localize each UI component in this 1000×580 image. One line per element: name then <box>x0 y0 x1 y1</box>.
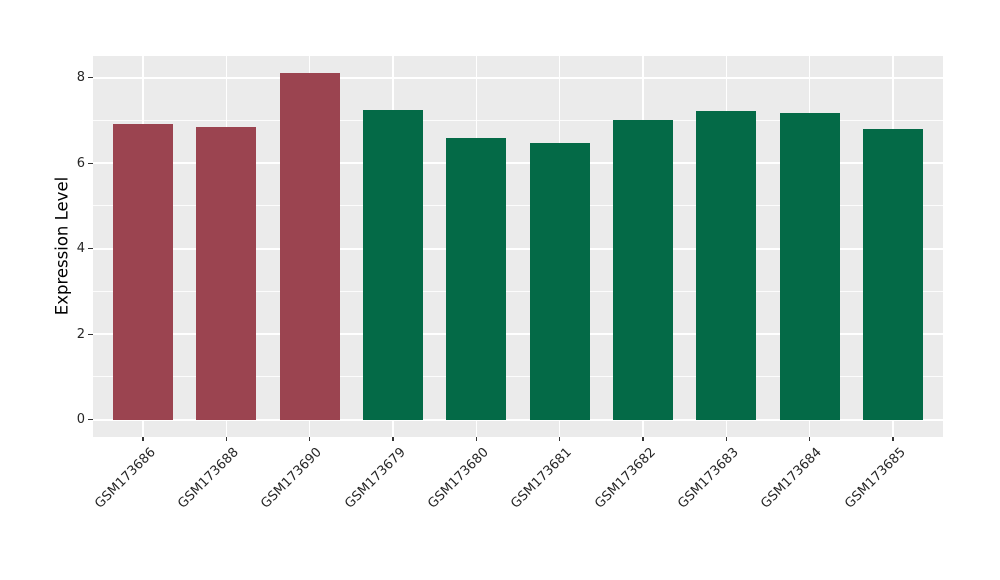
y-tick-mark-2 <box>88 333 93 335</box>
x-tick-mark-GSM173680 <box>475 437 477 441</box>
x-tick-mark-GSM173684 <box>809 437 811 441</box>
gridline-major-y-8 <box>93 76 943 79</box>
x-tick-label-text-GSM173688: GSM173688 <box>175 445 242 512</box>
y-tick-mark-8 <box>88 76 93 79</box>
x-tick-label-text-GSM173683: GSM173683 <box>675 445 742 512</box>
bar-GSM173686 <box>113 123 173 420</box>
y-tick-label-4: 4 <box>76 241 85 257</box>
x-tick-label-text-GSM173679: GSM173679 <box>342 445 409 512</box>
x-tick-mark-GSM173681 <box>559 437 561 441</box>
x-tick-mark-GSM173688 <box>225 437 227 441</box>
x-tick-label-text-GSM173684: GSM173684 <box>758 445 826 512</box>
y-tick-label-8: 8 <box>76 70 85 86</box>
bar-GSM173684 <box>779 112 840 420</box>
gridline-minor-y-5 <box>93 205 943 207</box>
x-tick-mark-GSM173690 <box>309 437 311 441</box>
y-tick-mark-4 <box>88 248 93 250</box>
x-tick-mark-GSM173685 <box>892 437 894 441</box>
x-tick-label-text-GSM173681: GSM173681 <box>508 445 576 512</box>
x-tick-label-text-GSM173682: GSM173682 <box>592 445 659 512</box>
y-tick-mark-6 <box>88 162 93 164</box>
x-tick-label-text-GSM173680: GSM173680 <box>425 445 492 512</box>
y-tick-mark-0 <box>88 419 93 421</box>
y-tick-label-0: 0 <box>76 412 85 428</box>
x-tick-label-text-GSM173690: GSM173690 <box>258 445 326 512</box>
bar-GSM173683 <box>696 111 757 420</box>
bar-GSM173679 <box>363 109 423 420</box>
x-tick-mark-GSM173682 <box>642 437 644 441</box>
gridline-major-y-2 <box>93 333 943 336</box>
x-tick-mark-GSM173679 <box>392 437 394 441</box>
y-tick-label-2: 2 <box>76 326 85 342</box>
bar-GSM173682 <box>613 119 673 420</box>
gridline-minor-y-7 <box>93 119 943 121</box>
gridline-minor-y-1 <box>93 376 943 378</box>
gridline-major-y-0 <box>93 418 943 421</box>
gridline-major-y-4 <box>93 247 943 250</box>
bar-GSM173688 <box>196 127 257 420</box>
bar-GSM173681 <box>529 142 590 420</box>
x-tick-label-text-GSM173686: GSM173686 <box>92 445 159 512</box>
bar-GSM173685 <box>863 129 923 420</box>
gridline-minor-y-3 <box>93 290 943 292</box>
x-tick-mark-GSM173686 <box>142 437 144 441</box>
plot-panel <box>93 56 943 437</box>
y-tick-label-6: 6 <box>76 155 85 171</box>
gridline-major-y-6 <box>93 162 943 165</box>
bar-GSM173690 <box>279 73 340 420</box>
x-tick-mark-GSM173683 <box>725 437 727 441</box>
bar-GSM173680 <box>446 138 507 420</box>
x-tick-label-text-GSM173685: GSM173685 <box>842 445 909 512</box>
